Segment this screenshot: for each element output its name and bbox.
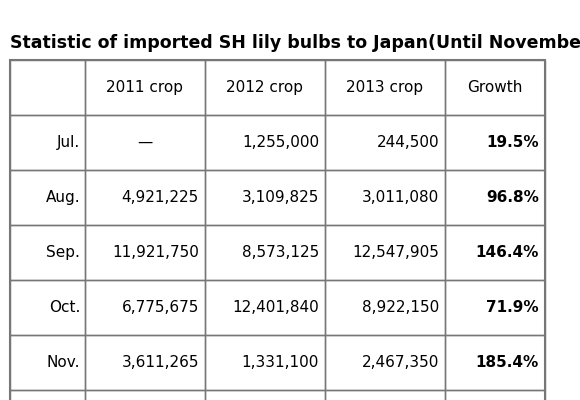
Bar (325, 225, 445, 280)
Bar (325, 335, 445, 390)
Text: 12,547,905: 12,547,905 (352, 245, 439, 260)
Text: 1,255,000: 1,255,000 (242, 135, 319, 150)
Text: 96.8%: 96.8% (486, 190, 539, 205)
Bar (205, 225, 325, 280)
Text: 3,011,080: 3,011,080 (362, 190, 439, 205)
Bar (10, 280, 85, 335)
Text: 8,573,125: 8,573,125 (242, 245, 319, 260)
Bar (445, 335, 545, 390)
Bar (325, 60, 445, 115)
Bar (325, 280, 445, 335)
Bar (445, 115, 545, 170)
Text: Sep.: Sep. (46, 245, 80, 260)
Text: 146.4%: 146.4% (476, 245, 539, 260)
Text: Statistic of imported SH lily bulbs to Japan(Until November,2013): Statistic of imported SH lily bulbs to J… (10, 34, 580, 52)
Text: 1,331,100: 1,331,100 (242, 355, 319, 370)
Bar (85, 115, 205, 170)
Bar (10, 225, 85, 280)
Bar (445, 280, 545, 335)
Bar (10, 335, 85, 390)
Bar (205, 335, 325, 390)
Bar (445, 170, 545, 225)
Bar (85, 335, 205, 390)
Text: 12,401,840: 12,401,840 (232, 300, 319, 315)
Bar (445, 225, 545, 280)
Text: Aug.: Aug. (45, 190, 80, 205)
Bar (445, 390, 545, 400)
Bar (205, 115, 325, 170)
Bar (205, 60, 325, 115)
Text: 244,500: 244,500 (376, 135, 439, 150)
Bar (325, 170, 445, 225)
Bar (325, 115, 445, 170)
Text: 2011 crop: 2011 crop (107, 80, 183, 95)
Text: Oct.: Oct. (49, 300, 80, 315)
Text: Jul.: Jul. (57, 135, 80, 150)
Text: 3,109,825: 3,109,825 (242, 190, 319, 205)
Text: 2012 crop: 2012 crop (227, 80, 303, 95)
Bar (85, 60, 205, 115)
Text: —: — (137, 135, 153, 150)
Text: 19.5%: 19.5% (487, 135, 539, 150)
Text: 2013 crop: 2013 crop (346, 80, 423, 95)
Text: Nov.: Nov. (46, 355, 80, 370)
Text: 6,775,675: 6,775,675 (122, 300, 199, 315)
Text: 185.4%: 185.4% (476, 355, 539, 370)
Text: 3,611,265: 3,611,265 (121, 355, 199, 370)
Text: 8,922,150: 8,922,150 (362, 300, 439, 315)
Text: 4,921,225: 4,921,225 (122, 190, 199, 205)
Bar (85, 170, 205, 225)
Bar (10, 390, 85, 400)
Bar (10, 60, 545, 400)
Bar (205, 170, 325, 225)
Bar (325, 390, 445, 400)
Bar (10, 170, 85, 225)
Bar (445, 60, 545, 115)
Bar (205, 280, 325, 335)
Text: 71.9%: 71.9% (487, 300, 539, 315)
Bar (85, 280, 205, 335)
Bar (85, 390, 205, 400)
Text: 11,921,750: 11,921,750 (112, 245, 199, 260)
Bar (205, 390, 325, 400)
Bar (10, 115, 85, 170)
Bar (10, 60, 85, 115)
Text: Growth: Growth (467, 80, 523, 95)
Text: 2,467,350: 2,467,350 (361, 355, 439, 370)
Bar (85, 225, 205, 280)
